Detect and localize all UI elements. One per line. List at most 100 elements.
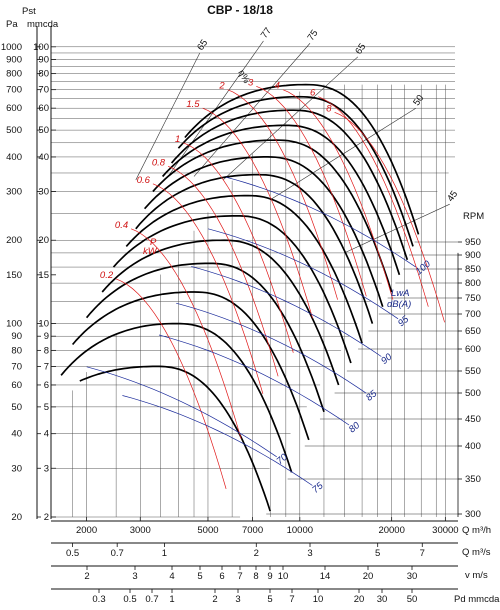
lwa-tick-70: 70 (275, 451, 291, 467)
rpm-tick-label-850: 850 (465, 264, 481, 275)
kw-line-3 (256, 85, 367, 297)
lwa-tick-75: 75 (310, 480, 326, 496)
rpm-curve-350 (60, 322, 293, 473)
rpm-tick-label-450: 450 (465, 414, 481, 425)
pa-tick-label-80: 80 (11, 345, 22, 356)
kw-tick-8: 8 (326, 103, 332, 114)
kw-line-2 (227, 89, 338, 300)
lwa-line-80 (158, 334, 350, 426)
rpm-tick-label-550: 550 (465, 366, 481, 377)
pd-tick-label-3: 3 (235, 594, 240, 605)
q-m3s-axis-title: Q m³/s (462, 547, 491, 558)
rpm-curve-650 (135, 173, 374, 324)
kw-tick-2: 2 (218, 81, 225, 92)
kw-line-8 (334, 111, 445, 323)
q-m3h-tick-label-20000: 20000 (378, 525, 404, 536)
efficiency-tick-4: 50 (411, 93, 426, 108)
q-m3h-tick-label-3000: 3000 (130, 525, 151, 536)
rpm-tick-label-500: 500 (465, 388, 481, 399)
mm-tick-label-30: 30 (38, 187, 49, 198)
rpm-curve-800 (161, 124, 401, 276)
kw-line-0.4 (130, 228, 242, 439)
kw-tick-0.6: 0.6 (137, 175, 151, 186)
mm-tick-label-2: 2 (44, 512, 49, 523)
pd-tick-label-30: 30 (377, 594, 388, 605)
rpm-curve-500 (101, 239, 340, 386)
velocity-tick-label-2: 2 (84, 571, 89, 582)
rpm-curve-750 (152, 139, 393, 293)
kw-tick-1.5: 1.5 (186, 99, 200, 110)
velocity-tick-label-5: 5 (197, 571, 202, 582)
kw-line-0.8 (167, 165, 279, 377)
mm-tick-label-6: 6 (44, 380, 49, 391)
rpm-curve-400 (71, 291, 310, 441)
pa-tick-label-600: 600 (6, 103, 22, 114)
q-m3h-tick-label-7000: 7000 (242, 525, 263, 536)
pa-tick-label-700: 700 (6, 85, 22, 96)
pa-tick-label-30: 30 (11, 463, 22, 474)
lwa-tick-95: 95 (396, 313, 412, 329)
q-m3h-tick-label-30000: 30000 (432, 525, 458, 536)
pd-tick-label-0.3: 0.3 (92, 594, 105, 605)
mm-tick-label-90: 90 (38, 54, 49, 65)
efficiency-tick-5: 45 (445, 189, 460, 204)
mm-tick-label-100: 100 (33, 42, 49, 53)
velocity-tick-label-20: 20 (363, 571, 374, 582)
pa-tick-label-1000: 1000 (1, 42, 22, 53)
pd-tick-label-0.5: 0.5 (123, 594, 136, 605)
q-m3s-tick-label-5: 5 (375, 548, 380, 559)
mm-tick-label-50: 50 (38, 125, 49, 136)
q-m3s-tick-label-7: 7 (420, 548, 425, 559)
pa-tick-label-800: 800 (6, 69, 22, 80)
rpm-tick-label-950: 950 (465, 237, 481, 248)
mm-tick-label-40: 40 (38, 152, 49, 163)
rpm-curve-300 (79, 365, 272, 512)
lwa-line-95 (208, 228, 399, 320)
efficiency-line-3 (222, 56, 359, 181)
mm-tick-label-5: 5 (44, 402, 49, 413)
pa-tick-label-150: 150 (6, 270, 22, 281)
kw-line-0.6 (152, 183, 264, 394)
chart-title: CBP - 18/18 (207, 3, 273, 17)
mm-tick-label-80: 80 (38, 69, 49, 80)
mm-tick-label-3: 3 (44, 463, 49, 474)
q-m3s-tick-label-1: 1 (162, 548, 167, 559)
efficiency-tick-1: 77 (259, 26, 274, 41)
mm-tick-label-10: 10 (38, 319, 49, 330)
sound-label-dba: dB(A) (387, 299, 411, 310)
mm-tick-label-8: 8 (44, 345, 49, 356)
q-m3h-tick-label-2000: 2000 (76, 525, 97, 536)
velocity-tick-label-6: 6 (219, 571, 224, 582)
velocity-tick-label-10: 10 (278, 571, 289, 582)
kw-line-0.2 (115, 278, 227, 489)
mm-tick-label-7: 7 (44, 361, 49, 372)
velocity-tick-label-3: 3 (132, 571, 137, 582)
rpm-tick-label-400: 400 (465, 441, 481, 452)
pa-tick-label-300: 300 (6, 187, 22, 198)
velocity-tick-label-14: 14 (320, 571, 331, 582)
lwa-line-75 (122, 395, 313, 486)
velocity-axis-title: v m/s (465, 570, 488, 581)
pd-axis-title: Pd mmcda (454, 594, 500, 605)
rpm-tick-label-300: 300 (465, 509, 481, 520)
pa-tick-label-50: 50 (11, 402, 22, 413)
power-label-kw: kW (143, 246, 158, 257)
pd-tick-label-50: 50 (407, 594, 418, 605)
lwa-tick-80: 80 (347, 420, 363, 436)
kw-tick-4: 4 (275, 81, 280, 92)
kw-tick-0.4: 0.4 (115, 220, 128, 231)
rpm-tick-label-600: 600 (465, 344, 481, 355)
pd-tick-label-5: 5 (267, 594, 272, 605)
kw-tick-0.8: 0.8 (152, 157, 166, 168)
rpm-curve-850 (170, 109, 409, 261)
velocity-tick-label-8: 8 (253, 571, 258, 582)
mm-tick-label-15: 15 (38, 270, 49, 281)
kw-line-6 (318, 96, 429, 307)
pd-tick-label-0.7: 0.7 (145, 594, 158, 605)
efficiency-tick-3: 65 (353, 42, 368, 57)
pd-tick-label-10: 10 (313, 594, 324, 605)
pd-tick-label-2: 2 (212, 594, 217, 605)
pa-tick-label-70: 70 (11, 361, 22, 372)
